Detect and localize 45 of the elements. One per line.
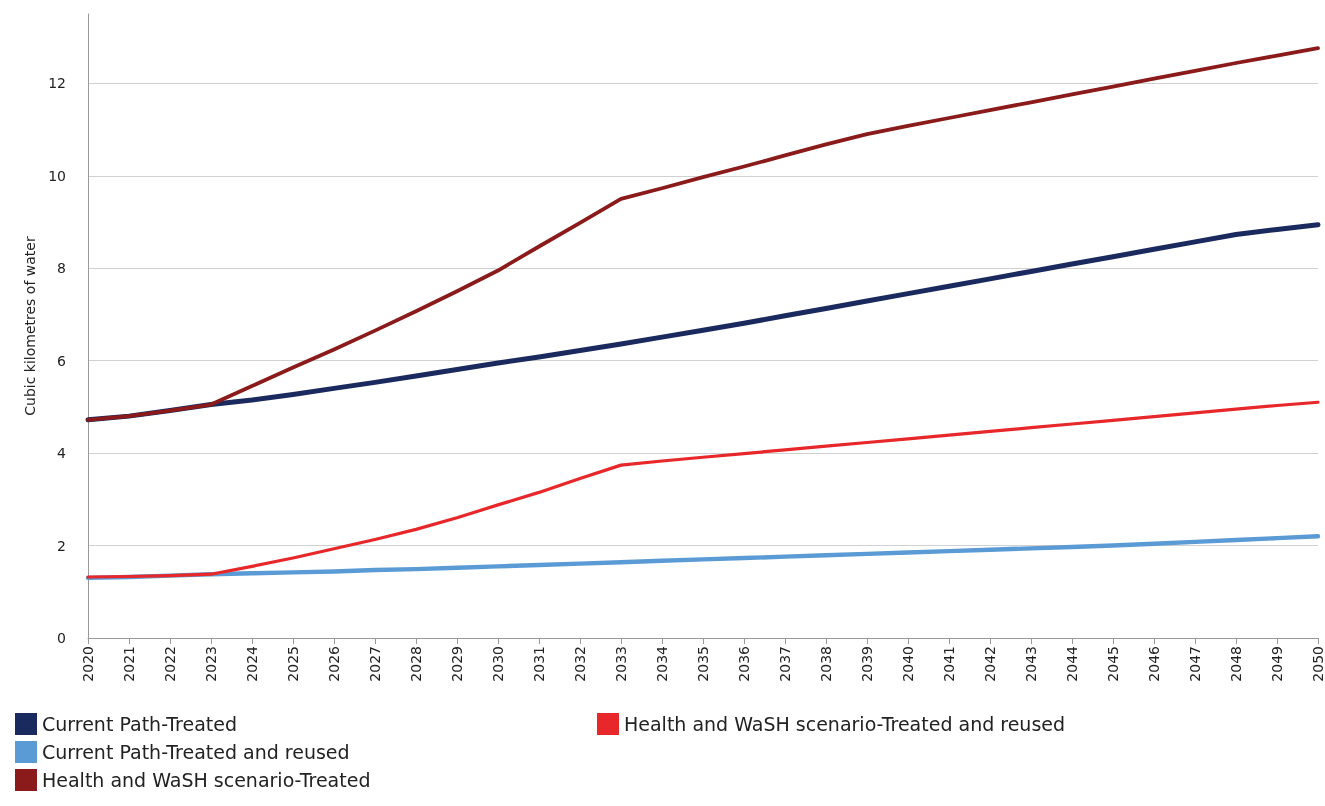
y-tick-label: 10	[48, 167, 66, 184]
x-tick-label: 2022	[162, 646, 178, 682]
y-axis-title: Cubic kilometres of water	[22, 236, 39, 416]
x-tick-label: 2036	[736, 645, 752, 682]
legend-label: Health and WaSH scenario-Treated and reused	[624, 713, 1066, 735]
x-tick-label: 2023	[203, 646, 219, 682]
x-tick-label: 2045	[1105, 646, 1121, 682]
x-tick-label: 2035	[695, 646, 711, 682]
x-tick-label: 2046	[1146, 645, 1162, 682]
x-tick-label: 2050	[1310, 646, 1325, 682]
legend-label: Health and WaSH scenario-Treated	[42, 769, 371, 791]
x-tick-label: 2028	[408, 646, 424, 682]
x-tick-label: 2040	[900, 646, 916, 682]
x-tick-label: 2044	[1064, 645, 1080, 682]
x-tick-label: 2024	[244, 645, 260, 682]
x-tick-label: 2038	[818, 646, 834, 682]
x-tick-label: 2049	[1269, 646, 1285, 682]
legend-label: Current Path-Treated and reused	[42, 741, 350, 763]
x-tick-label: 2031	[531, 646, 547, 682]
line-series	[86, 46, 1320, 422]
x-tick-label: 2025	[285, 646, 301, 682]
x-tick-label: 2037	[777, 646, 793, 682]
y-tick-label: 2	[57, 537, 66, 554]
x-tick-label: 2042	[982, 646, 998, 682]
y-tick-label: 6	[57, 352, 67, 369]
line-series	[86, 400, 1320, 579]
x-tick-label: 2021	[121, 646, 137, 682]
x-tick-label: 2048	[1228, 646, 1244, 682]
x-tick-label: 2034	[654, 645, 670, 682]
x-tick-label: 2039	[859, 646, 875, 682]
x-tick-label: 2029	[449, 646, 465, 682]
x-tick-label: 2020	[80, 646, 96, 682]
x-tick-label: 2026	[326, 645, 342, 682]
y-tick-label: 8	[57, 260, 66, 277]
y-tick-label: 0	[57, 630, 66, 646]
x-tick-label: 2041	[941, 646, 957, 682]
legend-label: Current Path-Treated	[42, 713, 237, 735]
x-tick-label: 2030	[490, 646, 506, 682]
x-tick-label: 2033	[613, 646, 629, 682]
y-tick-label: 4	[57, 445, 67, 462]
y-tick-label: 12	[48, 75, 66, 92]
x-tick-label: 2032	[572, 646, 588, 682]
x-tick-label: 2027	[367, 646, 383, 682]
x-tick-label: 2047	[1187, 646, 1203, 682]
x-tick-label: 2043	[1023, 646, 1039, 682]
